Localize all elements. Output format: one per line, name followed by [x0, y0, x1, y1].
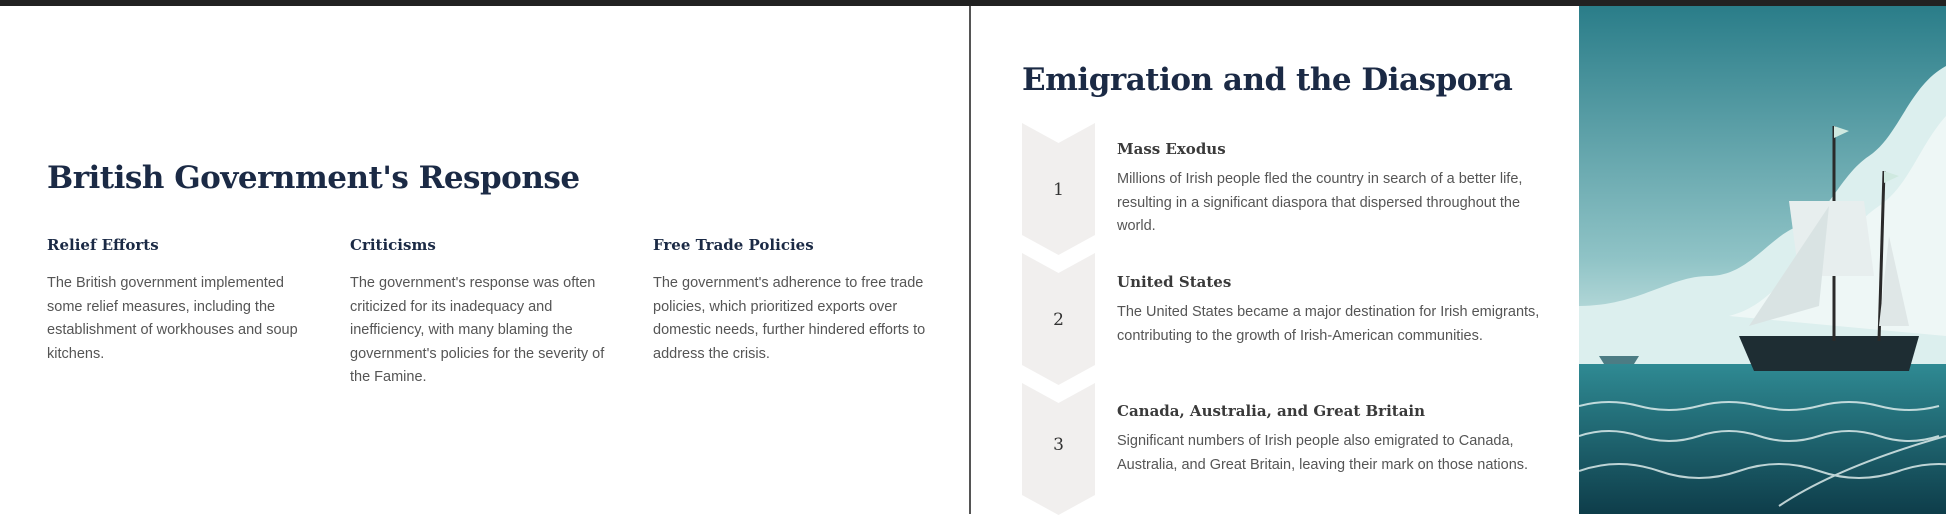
- step-3-chevron: 3: [1022, 383, 1095, 518]
- step-heading: United States: [1117, 273, 1232, 291]
- chevron-shape: [1022, 123, 1095, 255]
- step-1-chevron: 1: [1022, 123, 1095, 258]
- chevron-shape: [1022, 253, 1095, 385]
- column-text: The government's adherence to free trade…: [653, 275, 926, 362]
- page-title: British Government's Response: [47, 160, 580, 196]
- step-text: The United States became a major destina…: [1117, 304, 1540, 344]
- step-text: Millions of Irish people fled the countr…: [1117, 171, 1523, 234]
- chevron-shape: [1022, 383, 1095, 515]
- step-2: United States The United States became a…: [1117, 273, 1547, 348]
- step-number: 2: [1053, 310, 1064, 330]
- column-heading: Free Trade Policies: [653, 236, 814, 254]
- step-text: Significant numbers of Irish people also…: [1117, 433, 1529, 473]
- step-3: Canada, Australia, and Great Britain Sig…: [1117, 402, 1547, 477]
- ship-shape: [1599, 126, 1919, 371]
- step-heading: Canada, Australia, and Great Britain: [1117, 402, 1426, 420]
- step-number: 1: [1053, 180, 1064, 200]
- column-heading: Relief Efforts: [47, 236, 159, 254]
- step-1: Mass Exodus Millions of Irish people fle…: [1117, 140, 1547, 239]
- column-text: The government's response was often crit…: [350, 275, 605, 385]
- column-text: The British government implemented some …: [47, 275, 298, 362]
- column-criticisms: Criticisms The government's response was…: [350, 236, 625, 390]
- step-heading: Mass Exodus: [1117, 140, 1226, 158]
- top-bar: [0, 0, 1946, 6]
- column-relief-efforts: Relief Efforts The British government im…: [47, 236, 322, 366]
- slide-divider: [969, 6, 971, 514]
- step-number: 3: [1053, 435, 1064, 455]
- step-2-chevron: 2: [1022, 253, 1095, 388]
- column-heading: Criticisms: [350, 236, 436, 254]
- sailing-ship-image: [1579, 6, 1946, 514]
- column-free-trade: Free Trade Policies The government's adh…: [653, 236, 928, 366]
- page-title: Emigration and the Diaspora: [1022, 62, 1513, 98]
